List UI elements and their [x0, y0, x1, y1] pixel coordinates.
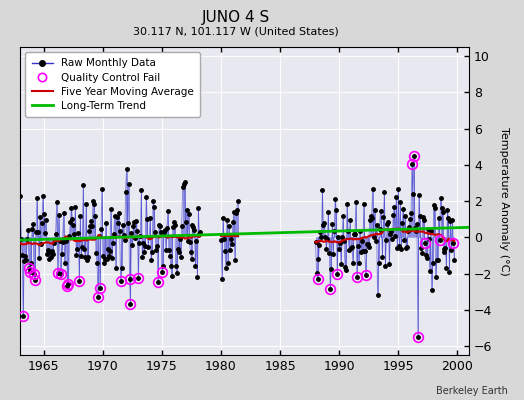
- Y-axis label: Temperature Anomaly (°C): Temperature Anomaly (°C): [499, 127, 509, 276]
- Text: Berkeley Earth: Berkeley Earth: [436, 386, 508, 396]
- Text: JUNO 4 S: JUNO 4 S: [202, 10, 270, 25]
- Legend: Raw Monthly Data, Quality Control Fail, Five Year Moving Average, Long-Term Tren: Raw Monthly Data, Quality Control Fail, …: [26, 52, 200, 117]
- Text: 30.117 N, 101.117 W (United States): 30.117 N, 101.117 W (United States): [133, 26, 339, 36]
